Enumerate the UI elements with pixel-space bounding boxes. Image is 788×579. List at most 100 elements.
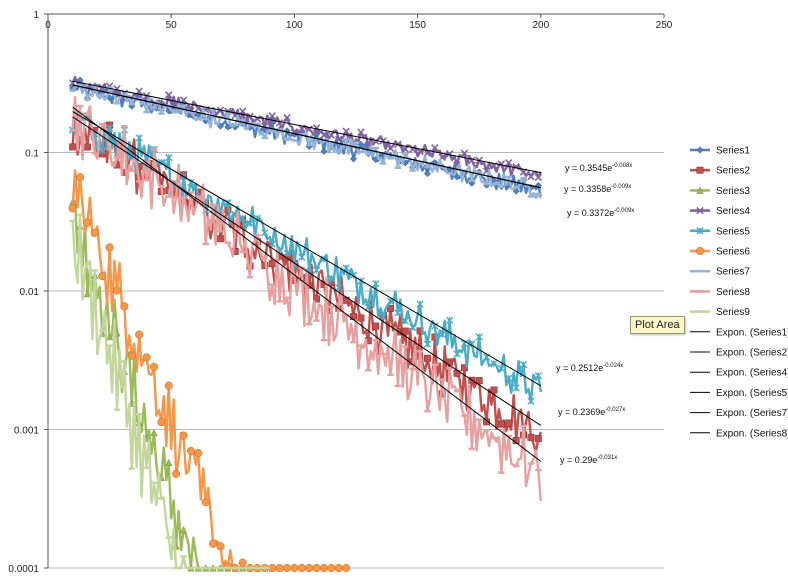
data-point-series7 <box>409 169 416 172</box>
data-point-series1 <box>357 140 365 148</box>
data-point-series5 <box>105 124 114 132</box>
data-point-series8 <box>365 369 372 372</box>
trendlines <box>72 80 542 462</box>
data-point-series7 <box>416 161 424 164</box>
data-point-series6 <box>172 469 181 478</box>
legend-item-trendline: Expon. (Series5) <box>690 388 788 399</box>
data-point-series8 <box>202 242 209 246</box>
data-point-series1 <box>453 173 461 181</box>
data-point-series7 <box>232 123 239 127</box>
data-point-series8 <box>379 352 387 356</box>
data-point-series7 <box>84 98 91 101</box>
data-point-series6 <box>334 563 343 573</box>
data-point-series8 <box>520 424 527 428</box>
trendline-5 <box>72 106 542 462</box>
data-point-series4 <box>283 113 291 122</box>
legend-label: Series3 <box>716 186 750 197</box>
data-point-series5 <box>379 313 387 321</box>
data-point-series9 <box>254 566 261 570</box>
data-point-series4 <box>386 144 395 153</box>
data-point-series8 <box>446 367 453 370</box>
data-point-series7 <box>99 93 106 97</box>
data-point-series7 <box>328 141 335 144</box>
data-point-series9 <box>172 566 180 570</box>
data-point-series8 <box>180 196 187 199</box>
data-point-series7 <box>298 133 305 136</box>
data-point-series3 <box>179 526 188 534</box>
data-point-series8 <box>291 274 298 278</box>
data-point-series5 <box>527 397 535 405</box>
data-point-series8 <box>527 462 535 465</box>
data-point-series8 <box>313 319 320 322</box>
data-point-series8 <box>209 203 217 206</box>
data-point-series7 <box>305 143 313 147</box>
data-point-series8 <box>121 125 128 128</box>
data-point-series4 <box>512 162 520 171</box>
data-point-series5 <box>497 364 506 373</box>
data-point-series8 <box>187 191 195 194</box>
data-point-series8 <box>402 345 409 348</box>
data-point-series4 <box>320 131 328 139</box>
legend-item-series8: Series8 <box>690 287 750 298</box>
trendline-1 <box>72 116 542 426</box>
data-point-series7 <box>224 112 232 115</box>
trendline-equations: y = 0.3545e-0.008x y = 0.3358e-0.009x y = … <box>556 163 634 465</box>
data-point-series7 <box>187 110 195 114</box>
data-point-series7 <box>394 166 402 170</box>
data-point-series6 <box>297 563 306 573</box>
data-point-series7 <box>113 102 121 105</box>
data-point-series8 <box>409 367 416 371</box>
data-point-series7 <box>505 175 512 178</box>
data-point-series9 <box>165 536 172 539</box>
data-point-series5 <box>246 219 254 227</box>
data-point-series5 <box>505 374 513 383</box>
legend-item-trendline: Expon. (Series8) <box>690 428 788 439</box>
legend-item-trendline: Expon. (Series1) <box>690 327 788 338</box>
data-point-series7 <box>150 106 158 109</box>
data-point-series2 <box>475 377 483 385</box>
data-point-series6 <box>164 381 173 390</box>
data-point-series7 <box>276 127 283 131</box>
data-point-series5 <box>364 303 373 311</box>
y-tick-label: 0.0001 <box>8 564 39 575</box>
data-point-series7 <box>350 143 357 147</box>
data-point-series7 <box>320 139 328 143</box>
data-point-series8 <box>261 255 269 258</box>
data-point-series8 <box>269 283 276 286</box>
y-tick-label: 0.01 <box>20 287 40 298</box>
legend-label: Expon. (Series8) <box>716 428 788 439</box>
data-point-series9 <box>217 566 224 570</box>
data-point-series9 <box>106 344 113 347</box>
data-point-series2 <box>387 304 394 312</box>
data-point-series6 <box>282 563 292 573</box>
data-point-series7 <box>365 153 372 156</box>
data-point-series9 <box>76 213 84 216</box>
data-point-series8 <box>387 373 394 377</box>
data-point-series6 <box>149 362 159 371</box>
data-point-series8 <box>239 250 246 254</box>
data-point-series8 <box>439 378 446 381</box>
data-point-series5 <box>490 359 498 368</box>
data-point-series7 <box>490 182 498 186</box>
data-point-series8 <box>91 152 99 155</box>
data-point-series9 <box>246 566 254 570</box>
data-point-series8 <box>461 414 468 417</box>
data-point-series7 <box>527 195 535 198</box>
data-point-series6 <box>135 330 144 339</box>
trendline-equation-0: y = 0.3545e-0.008x <box>565 163 632 173</box>
data-point-series7 <box>342 138 350 141</box>
data-point-series2 <box>534 435 542 443</box>
legend-swatch-marker <box>696 227 704 235</box>
series-line-series7 <box>71 83 542 200</box>
data-point-series9 <box>143 466 150 470</box>
legend-item-series3: Series3 <box>690 186 750 197</box>
plot-area[interactable] <box>68 75 543 573</box>
legend-label: Series4 <box>716 206 750 217</box>
data-point-series4 <box>290 128 299 137</box>
data-point-series7 <box>158 112 165 115</box>
x-tick-label: 50 <box>166 20 178 31</box>
data-point-series8 <box>76 104 84 108</box>
trendline-2 <box>72 80 541 174</box>
data-point-series5 <box>534 371 543 380</box>
series-series9 <box>69 213 270 570</box>
